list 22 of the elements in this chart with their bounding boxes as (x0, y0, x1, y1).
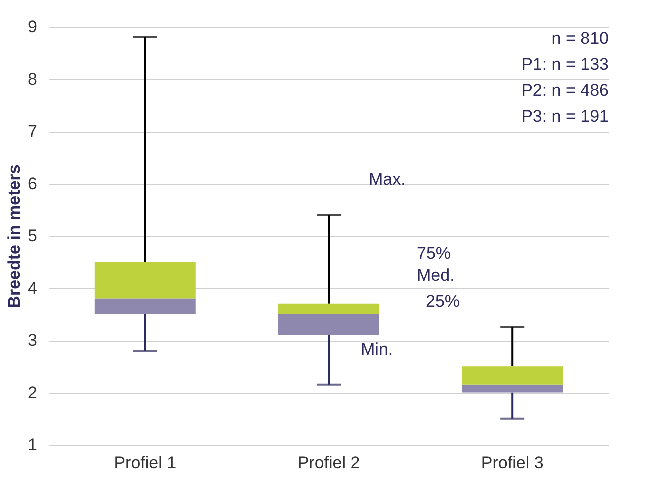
y-tick-label: 7 (28, 122, 38, 141)
annotation: n = 810 (552, 29, 609, 48)
y-tick-label: 9 (28, 18, 38, 36)
annotation: P1: n = 133 (522, 55, 609, 74)
annotation: Med. (417, 266, 455, 285)
y-tick-label: 3 (28, 331, 38, 350)
y-tick-label: 4 (28, 278, 38, 298)
y-tick-label: 8 (28, 70, 38, 89)
x-tick-label: Profiel 1 (114, 454, 177, 472)
y-tick-label: 1 (28, 436, 38, 454)
x-tick-label: Profiel 2 (298, 454, 360, 472)
y-tick-label: 5 (28, 226, 38, 246)
y-tick-label: 6 (28, 174, 38, 194)
annotation: 25% (426, 292, 460, 311)
x-tick-label: Profiel 3 (481, 454, 544, 472)
annotation: P2: n = 486 (522, 81, 609, 100)
y-axis-title: Breedte in meters (5, 164, 24, 308)
y-tick-label: 2 (28, 383, 38, 402)
annotation: Max. (369, 170, 406, 189)
annotation: Min. (361, 340, 394, 359)
annotation: 75% (417, 244, 452, 263)
annotation: P3: n = 191 (522, 107, 609, 126)
